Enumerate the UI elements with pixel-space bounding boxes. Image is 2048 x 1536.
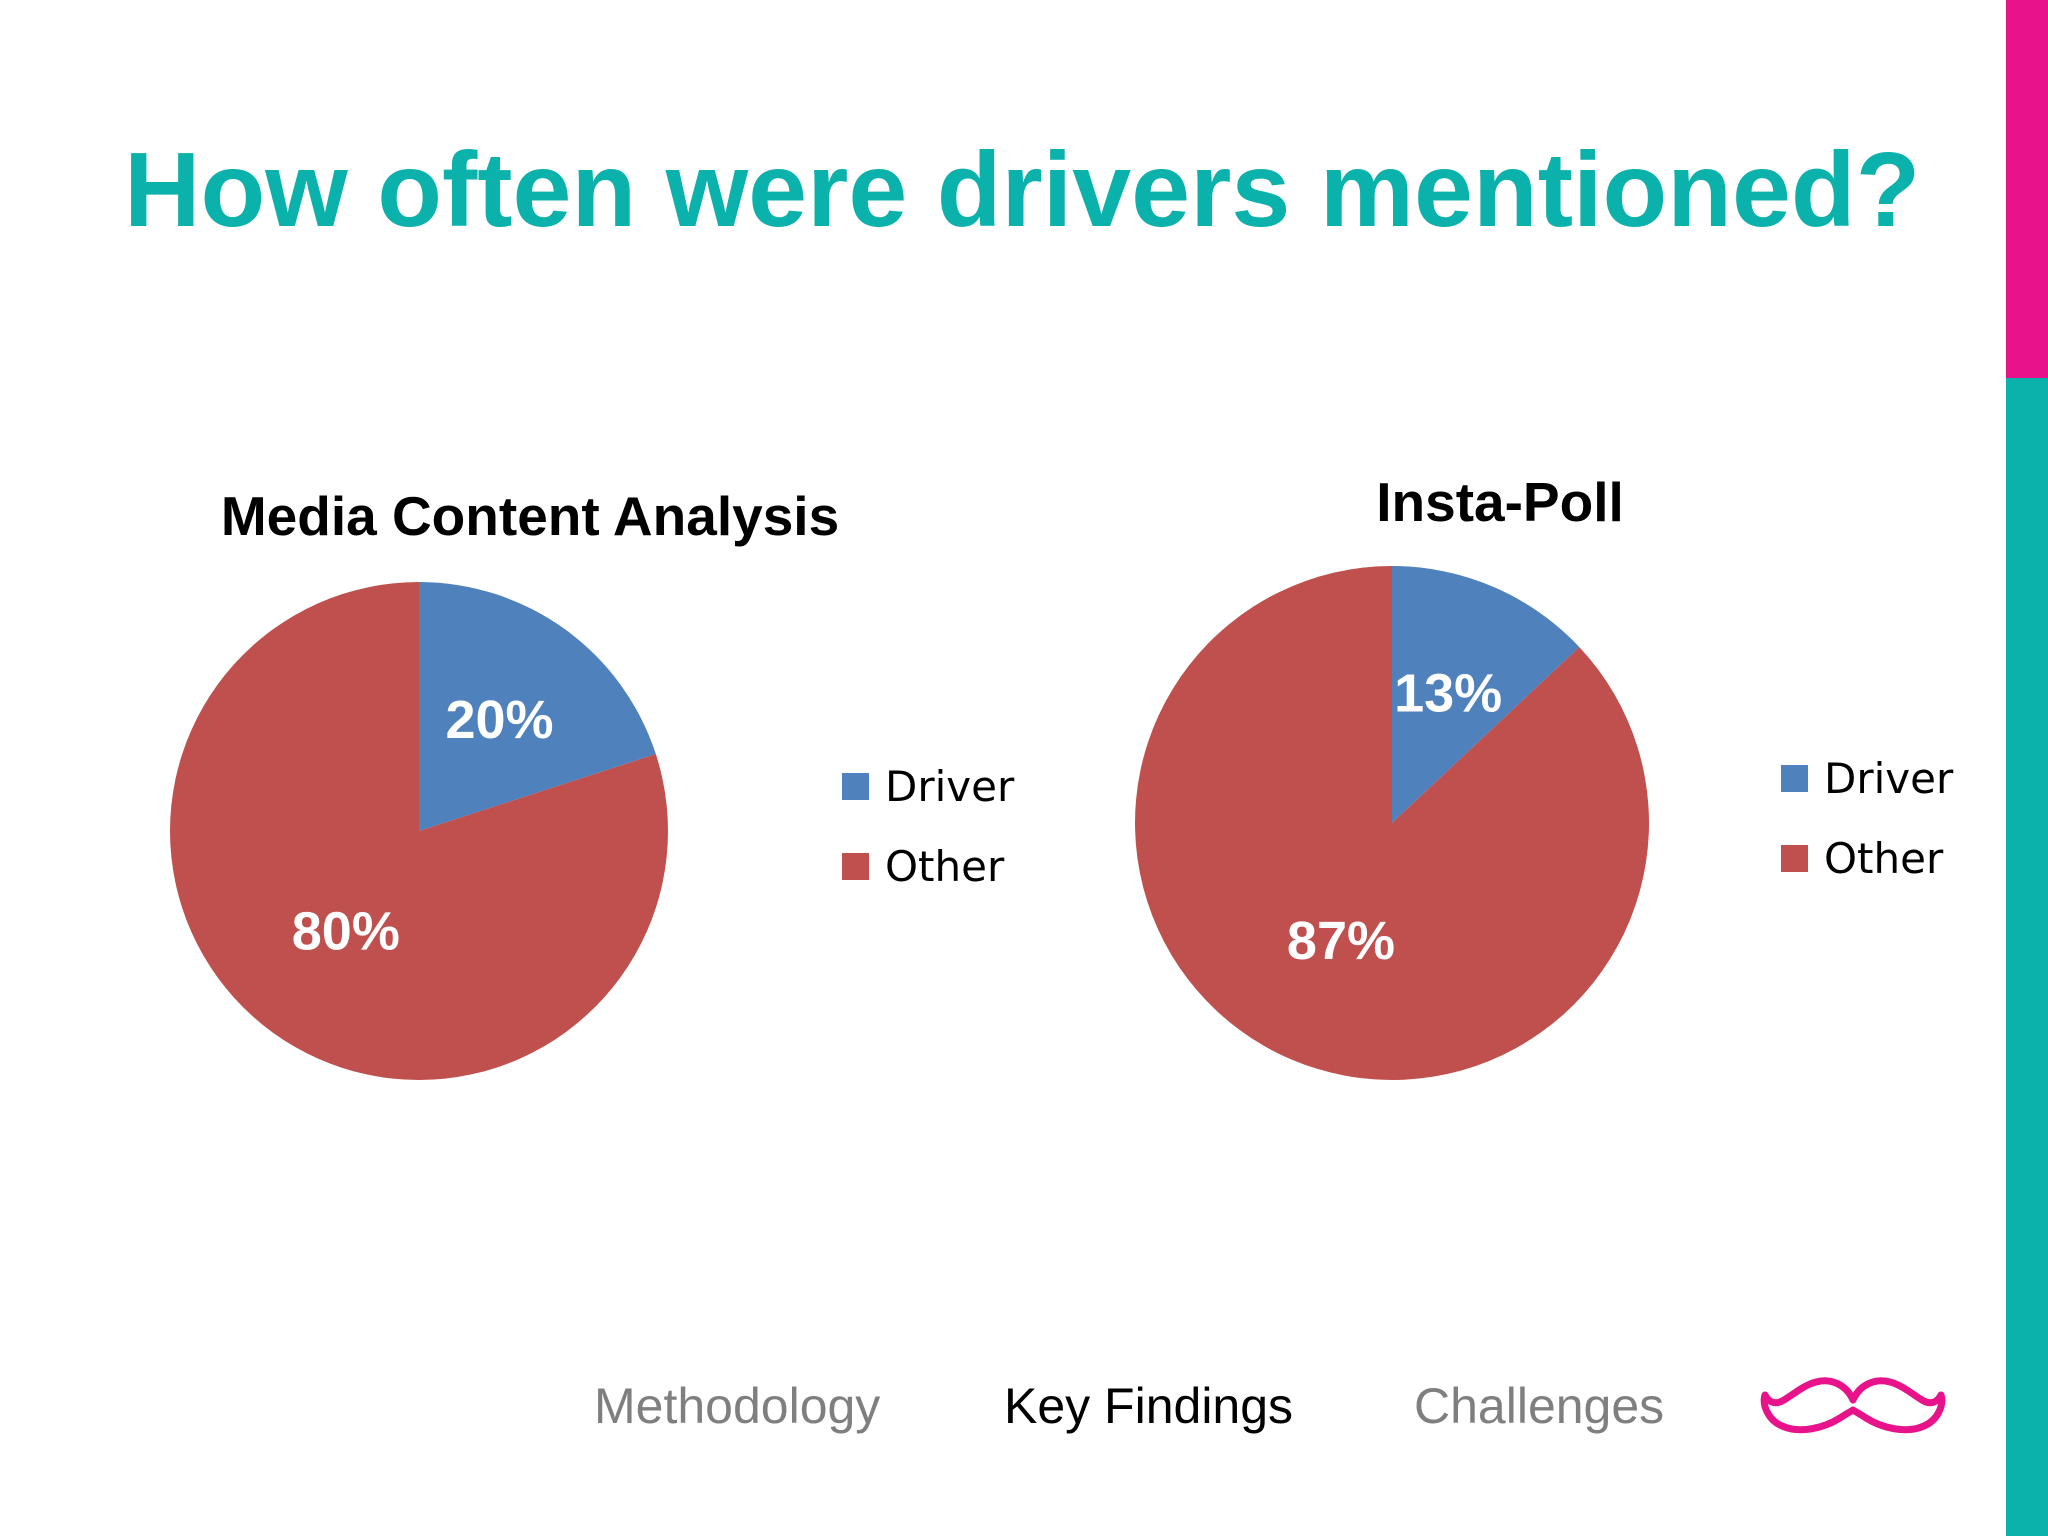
- legend-label-driver: Driver: [1824, 753, 1954, 803]
- legend-item-driver: Driver: [1781, 753, 1954, 803]
- data-label-other: 80%: [292, 902, 400, 962]
- legend-label-other: Other: [1824, 833, 1944, 883]
- nav-link-challenges[interactable]: Challenges: [1414, 1378, 1665, 1434]
- legend-swatch-other: [842, 852, 869, 880]
- legend-media-content-analysis: Driver Other: [842, 762, 1014, 922]
- accent-bar-pink: [2006, 0, 2048, 378]
- legend-label-driver: Driver: [885, 761, 1015, 811]
- pie-slice-other: [170, 582, 668, 1080]
- slide-title: How often were drivers mentioned?: [124, 131, 1921, 249]
- pie-chart-media-content-analysis: 20% 80%: [170, 582, 668, 1080]
- nav-link-methodology[interactable]: Methodology: [594, 1378, 881, 1434]
- legend-item-driver: Driver: [842, 761, 1015, 811]
- legend-item-other: Other: [842, 841, 1014, 891]
- pie-chart-insta-poll: 13% 87%: [1135, 566, 1649, 1080]
- data-label-other: 87%: [1287, 911, 1395, 971]
- data-label-driver: 20%: [445, 690, 553, 750]
- legend-swatch-other: [1781, 844, 1808, 872]
- data-label-driver: 13%: [1394, 663, 1502, 723]
- pie-slice-driver: [1392, 566, 1580, 823]
- chart-title-insta-poll: Insta-Poll: [1376, 471, 1624, 533]
- legend-label-other: Other: [885, 841, 1005, 891]
- legend-swatch-driver: [842, 772, 869, 800]
- legend-swatch-driver: [1781, 764, 1808, 792]
- pie-slice-other: [1135, 566, 1649, 1080]
- pie-slice-driver: [419, 582, 656, 831]
- mustache-outline: [1760, 1377, 1946, 1434]
- legend-insta-poll: Driver Other: [1781, 754, 1953, 914]
- chart-title-media-content-analysis: Media Content Analysis: [220, 485, 840, 547]
- accent-bar-teal: [2006, 378, 2048, 1536]
- mustache-icon: [1760, 1377, 1946, 1434]
- legend-item-other: Other: [1781, 833, 1953, 883]
- nav-link-key-findings[interactable]: Key Findings: [1004, 1378, 1294, 1434]
